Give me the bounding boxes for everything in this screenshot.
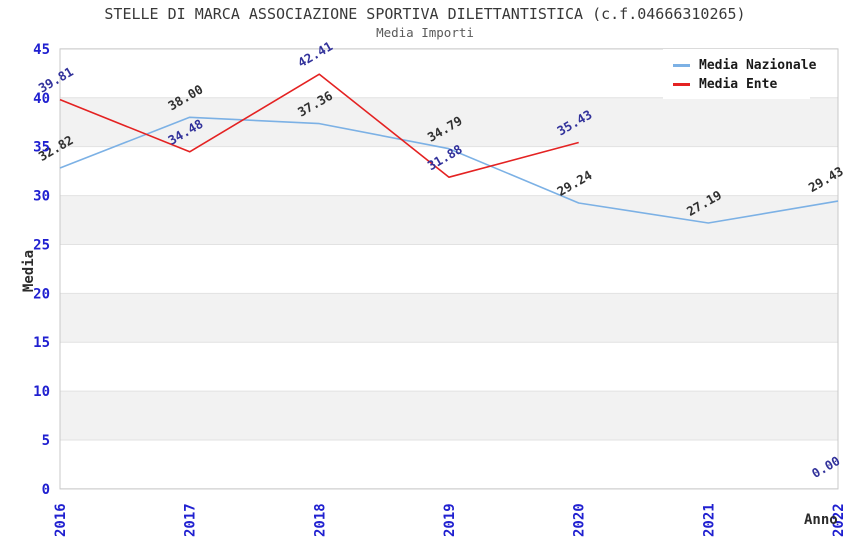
plot-band [60, 146, 838, 196]
x-tick-label: 2019 [442, 503, 458, 537]
y-tick-label: 30 [33, 189, 50, 205]
y-tick-label: 40 [33, 91, 50, 107]
plot-band [60, 440, 838, 489]
plot-band [60, 244, 838, 294]
y-tick-label: 15 [33, 335, 50, 351]
plot-band [60, 391, 838, 441]
x-axis-title: Anno [804, 512, 838, 528]
x-tick-label: 2016 [53, 503, 69, 537]
plot-band [60, 97, 838, 147]
y-tick-label: 35 [33, 140, 50, 156]
plot-border [59, 48, 839, 490]
plot-band [60, 195, 838, 245]
y-tick-label: 10 [33, 384, 50, 400]
y-tick-label: 25 [33, 237, 50, 253]
y-tick-label: 0 [42, 482, 50, 498]
x-tick-label: 2017 [183, 503, 199, 537]
plot-band [60, 342, 838, 392]
legend-label: Media Nazionale [699, 58, 817, 73]
legend: Media Nazionale Media Ente [663, 49, 816, 99]
legend-line-icon [673, 64, 690, 67]
legend-item-media-ente: Media Ente [673, 75, 810, 94]
legend-item-media-nazionale: Media Nazionale [673, 56, 816, 75]
y-axis-title: Media [21, 249, 37, 293]
x-tick-label: 2021 [701, 503, 717, 537]
plot-band [60, 293, 838, 343]
legend-label: Media Ente [699, 77, 778, 92]
y-tick-label: 20 [33, 286, 50, 302]
chart-title: STELLE DI MARCA ASSOCIAZIONE SPORTIVA DI… [104, 5, 746, 23]
legend-line-icon [673, 83, 690, 86]
x-tick-label: 2018 [312, 503, 328, 537]
chart-subtitle: Media Importi [376, 25, 474, 40]
x-tick-label: 2020 [572, 503, 588, 537]
series-line-media-nazionale [59, 116, 839, 224]
y-tick-label: 5 [42, 433, 50, 449]
x-tick-label: 2022 [831, 503, 847, 537]
y-tick-label: 45 [33, 42, 50, 58]
